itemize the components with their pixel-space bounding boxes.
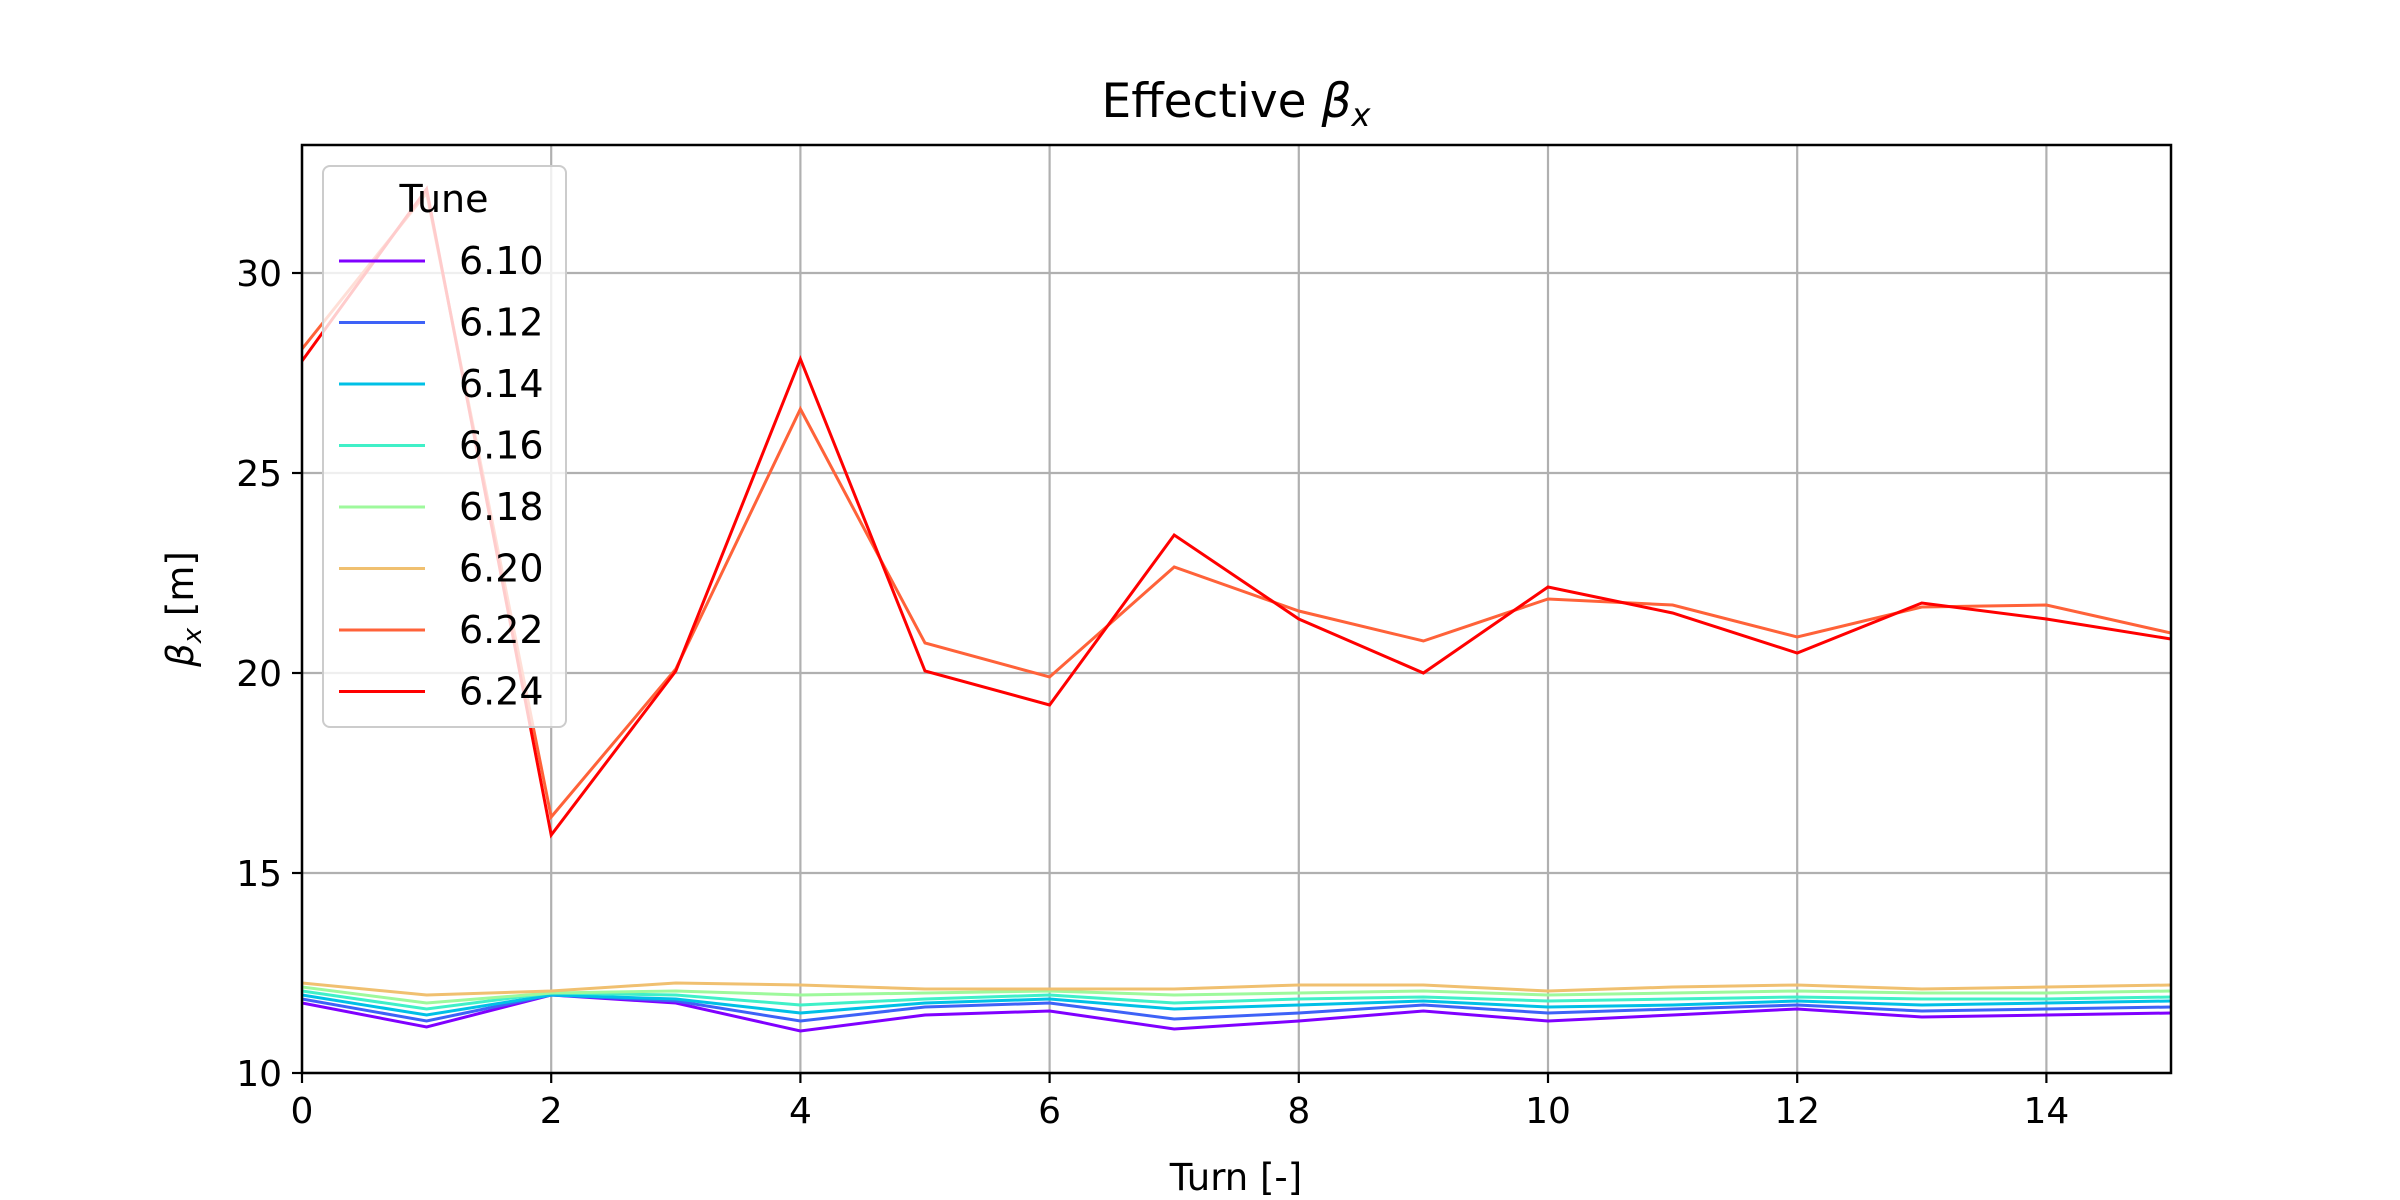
legend-entry: 6.16: [339, 424, 544, 468]
legend-label: 6.12: [459, 301, 544, 345]
y-tick-label: 30: [236, 254, 282, 295]
legend-label: 6.14: [459, 362, 544, 406]
series-line-6.20: [302, 981, 2171, 997]
legend-label: 6.16: [459, 424, 544, 468]
legend-entry: 6.18: [339, 485, 544, 529]
chart-title: Effective βx: [1102, 74, 1372, 134]
legend-label: 6.10: [459, 239, 544, 283]
series-line-6.14: [302, 993, 2171, 1017]
x-tick-label: 4: [789, 1091, 812, 1132]
legend-entry: 6.14: [339, 362, 544, 406]
y-tick-label: 15: [236, 854, 282, 895]
legend-entry: 6.24: [339, 670, 544, 714]
y-tick-label: 10: [236, 1054, 282, 1095]
x-tick-label: 10: [1525, 1091, 1571, 1132]
x-tick-label: 8: [1287, 1091, 1310, 1132]
series-line-6.24: [302, 185, 2171, 839]
legend: Tune 6.10 6.12 6.14 6.16 6.18 6.20 6.22 6.24: [322, 165, 567, 728]
legend-entry: 6.22: [339, 608, 544, 652]
legend-label: 6.24: [459, 670, 544, 714]
legend-entry: 6.10: [339, 239, 544, 283]
legend-entry: 6.20: [339, 547, 544, 591]
x-tick-label: 0: [291, 1091, 314, 1132]
plot-area-frame: [300, 143, 2173, 1075]
legend-label: 6.22: [459, 608, 544, 652]
series-lines: [302, 185, 2171, 1033]
x-tick-label: 2: [540, 1091, 563, 1132]
series-line-6.18: [302, 985, 2171, 1005]
series-line-6.16: [302, 989, 2171, 1011]
series-line-6.22: [302, 189, 2171, 821]
legend-label: 6.18: [459, 485, 544, 529]
legend-box: [322, 165, 567, 728]
x-tick-label: 14: [2023, 1091, 2069, 1132]
x-axis-label: Turn [-]: [1169, 1156, 1302, 1199]
legend-entries: 6.10 6.12 6.14 6.16 6.18 6.20 6.22 6.24: [339, 239, 544, 714]
x-axis-ticks: 0 2 4 6 8 10 12 14: [291, 1073, 2069, 1132]
x-tick-label: 12: [1774, 1091, 1820, 1132]
y-axis-label: βx [m]: [159, 551, 208, 668]
y-axis-ticks: 10 15 20 25 30: [236, 254, 302, 1095]
y-tick-label: 20: [236, 654, 282, 695]
legend-label: 6.20: [459, 547, 544, 591]
y-tick-label: 25: [236, 454, 282, 495]
x-tick-label: 6: [1038, 1091, 1061, 1132]
legend-title: Tune: [399, 177, 489, 221]
legend-entry: 6.12: [339, 301, 544, 345]
